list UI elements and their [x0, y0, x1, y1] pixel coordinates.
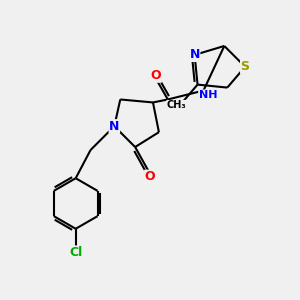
Text: O: O [145, 170, 155, 183]
Text: NH: NH [199, 90, 217, 100]
Text: Cl: Cl [69, 246, 82, 259]
Text: S: S [241, 60, 250, 73]
Text: O: O [151, 69, 161, 82]
Text: N: N [189, 48, 200, 62]
Text: N: N [109, 120, 119, 133]
Text: CH₃: CH₃ [167, 100, 187, 110]
